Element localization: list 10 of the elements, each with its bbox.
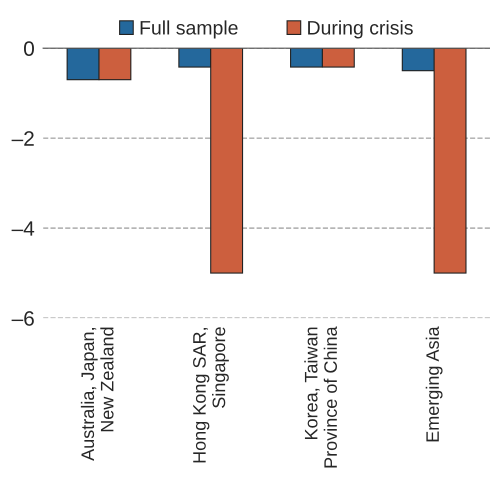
x-tick-label: Emerging Asia [426,326,443,442]
y-tick-label: –6 [12,311,34,326]
legend-label: Full sample [140,20,238,38]
x-tick-label: Australia, Japan, New Zealand [80,328,114,461]
y-tick-label: 0 [24,41,34,56]
y-tick-label: –4 [12,221,34,236]
y-tick-label: –2 [12,131,34,146]
legend-label: During crisis [308,20,413,38]
x-tick-label: Korea, Taiwan Province of China [304,326,337,468]
x-tick-label: Hong Kong SAR, Singapore [193,327,229,462]
